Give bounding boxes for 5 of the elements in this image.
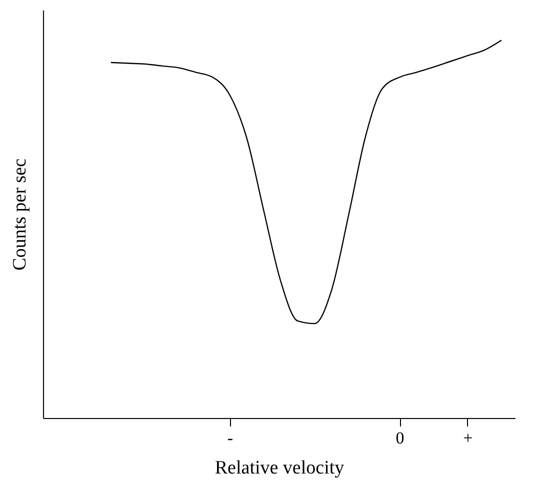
y-axis-title: Counts per sec bbox=[10, 158, 30, 270]
x-tick-label: - bbox=[227, 428, 234, 448]
x-tick-label: 0 bbox=[396, 428, 404, 448]
x-axis-title: Relative velocity bbox=[214, 458, 345, 478]
x-tick-label: + bbox=[463, 428, 473, 448]
